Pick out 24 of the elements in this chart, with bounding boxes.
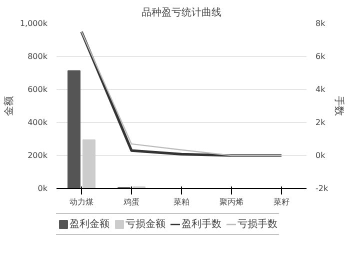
legend-label: 盈利金额 <box>70 218 110 231</box>
chart-title: 品种盈亏统计曲线 <box>142 6 222 18</box>
legend-label: 亏损金额 <box>126 218 166 231</box>
y2-tick-label: 8k <box>316 19 326 28</box>
x-tick-label: 菜籽 <box>274 198 290 206</box>
x-tick-label: 聚丙烯 <box>220 198 244 206</box>
legend-label: 亏损手数 <box>238 218 278 231</box>
x-tick-label: 菜粕 <box>174 198 190 206</box>
x-tick-label: 鸡蛋 <box>122 198 140 206</box>
y2-tick-label: 2k <box>316 118 326 127</box>
y2-tick-label: -2k <box>316 184 328 193</box>
y2-tick-label: 4k <box>316 85 326 94</box>
y2-tick-label: 6k <box>316 52 326 61</box>
y-tick-label: 200k <box>28 151 48 160</box>
x-tick-label: 动力煤 <box>70 198 94 206</box>
y-tick-label: 1,000k <box>20 19 48 28</box>
y2-axis-title: 手数 <box>333 96 346 116</box>
y-axis-title: 金额 <box>2 96 15 116</box>
y-tick-label: 600k <box>28 85 48 94</box>
y-tick-label: 400k <box>28 118 48 127</box>
legend-label: 盈利手数 <box>182 218 222 231</box>
y-tick-label: 800k <box>28 52 48 61</box>
y-tick-label: 0k <box>38 184 48 193</box>
y2-tick-label: 0k <box>316 151 326 160</box>
